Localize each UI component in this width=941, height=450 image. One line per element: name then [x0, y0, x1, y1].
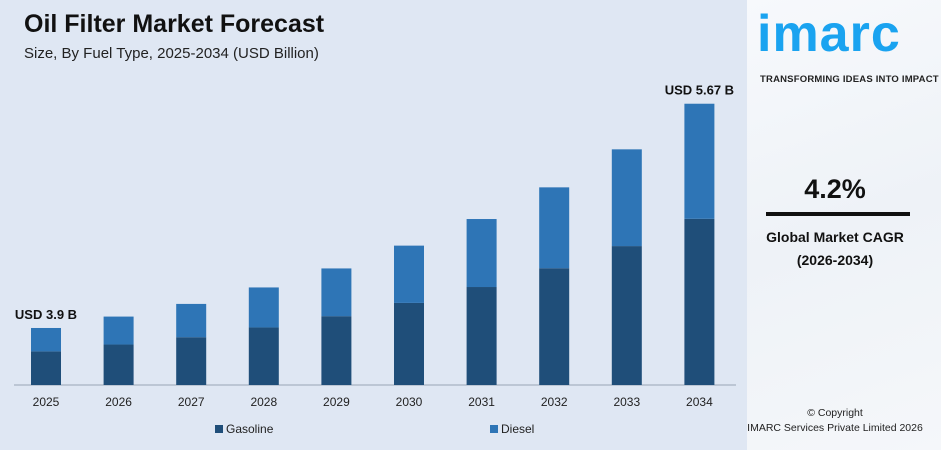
page-subtitle: Size, By Fuel Type, 2025-2034 (USD Billi… [24, 45, 319, 62]
stacked-bar-chart: 2025 USD 3.9 B 2026 2027 2028 2029 2030 2031 203… [14, 83, 736, 436]
sidebar-panel: imarc TRANSFORMING IDEAS INTO IMPACT 4.2… [747, 0, 941, 450]
bar-diesel-2025 [31, 327, 61, 352]
cagr-value: 4.2% [804, 174, 866, 204]
bar-diesel-2029 [321, 268, 352, 317]
data-label-2034: USD 5.67 B [665, 83, 734, 98]
bar-diesel-2026 [103, 316, 134, 345]
divider [766, 212, 910, 216]
legend-swatch-gasoline [215, 425, 223, 433]
x-tick-label: 2028 [250, 395, 277, 409]
copyright: © Copyright IMARC Services Private Limit… [747, 406, 923, 436]
bar-diesel-2032 [539, 187, 570, 269]
logo-tagline: TRANSFORMING IDEAS INTO IMPACT [760, 74, 939, 85]
x-tick-label: 2030 [396, 395, 423, 409]
x-tick-label: 2031 [468, 395, 495, 409]
bar-diesel-2028 [248, 287, 279, 328]
x-tick-label: 2034 [686, 395, 713, 409]
imarc-logo: imarc [757, 5, 901, 63]
bar-gasoline-2034 [684, 218, 715, 385]
bar-gasoline-2031 [466, 287, 497, 385]
bar-diesel-2027 [176, 303, 207, 338]
x-tick-label: 2032 [541, 395, 568, 409]
x-tick-label: 2025 [33, 395, 60, 409]
bar-gasoline-2028 [248, 327, 279, 385]
data-label-2025: USD 3.9 B [15, 307, 77, 322]
x-tick-label: 2027 [178, 395, 205, 409]
bar-diesel-2034 [684, 103, 715, 219]
bar-gasoline-2025 [31, 351, 61, 385]
bar-gasoline-2026 [103, 344, 134, 385]
bar-gasoline-2033 [611, 246, 642, 385]
bar-gasoline-2030 [394, 302, 424, 385]
bar-gasoline-2032 [539, 268, 570, 385]
bar-gasoline-2029 [321, 316, 352, 385]
bar-gasoline-2027 [176, 337, 207, 385]
copyright-label: © Copyright [807, 407, 863, 419]
cagr-period: (2026-2034) [796, 252, 874, 268]
bar-diesel-2030 [394, 245, 424, 303]
cagr-label: Global Market CAGR (2026-2034) [747, 226, 923, 272]
x-tick-label: 2033 [613, 395, 640, 409]
legend-swatch-diesel [490, 425, 498, 433]
cagr-label-text: Global Market CAGR [766, 229, 904, 245]
legend-label-gasoline: Gasoline [226, 422, 274, 436]
copyright-company: IMARC Services Private Limited 2026 [747, 422, 923, 434]
bar-diesel-2033 [611, 149, 642, 247]
page-title: Oil Filter Market Forecast [24, 10, 325, 38]
bar-diesel-2031 [466, 219, 497, 288]
legend-label-diesel: Diesel [501, 422, 534, 436]
x-tick-label: 2029 [323, 395, 350, 409]
x-tick-label: 2026 [105, 395, 132, 409]
